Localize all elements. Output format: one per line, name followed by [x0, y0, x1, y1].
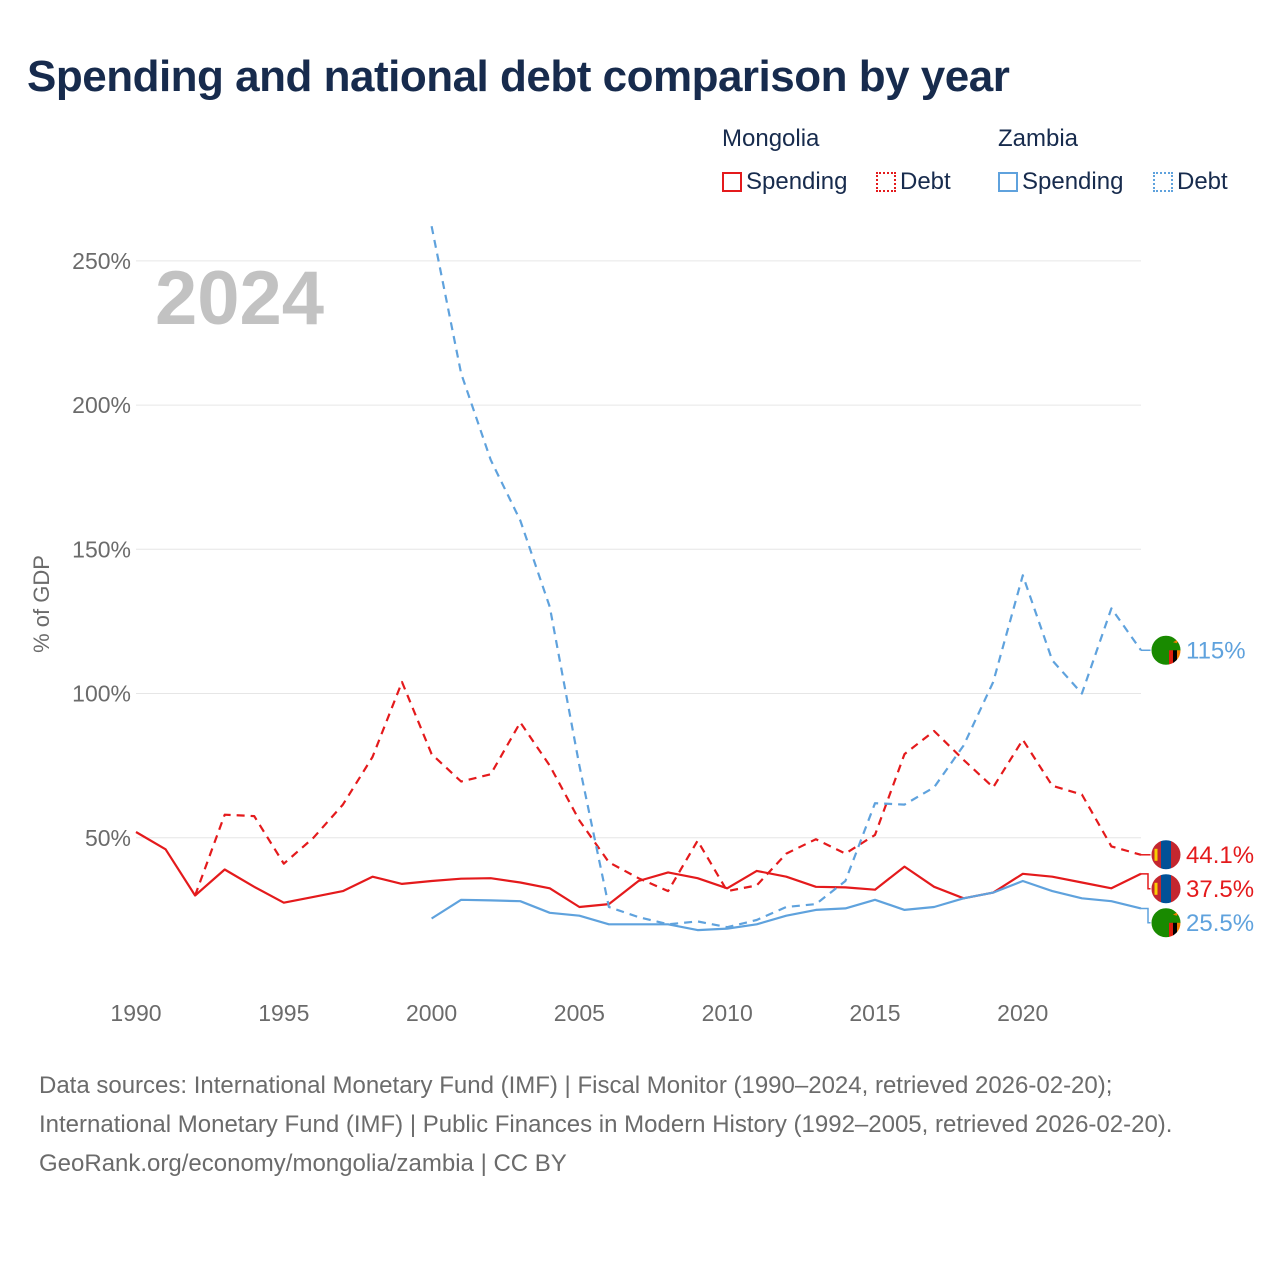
data-sources: Data sources: International Monetary Fun… [39, 1072, 1173, 1138]
legend-item-mongolia-debt[interactable]: Debt [876, 168, 951, 196]
y-tick-label: 50% [85, 825, 131, 851]
legend-swatch-solid [722, 172, 742, 192]
legend-item-mongolia-spending[interactable]: Spending [722, 168, 847, 196]
legend-item-zambia-spending[interactable]: Spending [998, 168, 1123, 196]
y-tick-label: 200% [72, 392, 131, 418]
legend-group-zambia: Zambia [998, 125, 1079, 152]
legend-label: Spending [746, 168, 848, 195]
end-value-label: 44.1% [1186, 842, 1254, 869]
y-axis-label: % of GDP [29, 555, 54, 653]
legend-swatch-dotted [876, 172, 896, 192]
mongolia-flag-icon [1150, 839, 1182, 871]
y-tick-label: 100% [72, 681, 131, 707]
end-value-label: 25.5% [1186, 910, 1254, 937]
legend-label: Spending [1022, 168, 1124, 195]
series-line-zambia-debt[interactable] [430, 225, 1142, 929]
zambia-flag-icon [1150, 634, 1182, 666]
legend-swatch-solid [998, 172, 1018, 192]
footer: Data sources: International Monetary Fun… [39, 1066, 1239, 1183]
x-tick-label: 2015 [849, 1000, 900, 1026]
legend-label: Debt [900, 168, 951, 195]
x-tick-label: 2020 [997, 1000, 1048, 1026]
legend-item-zambia-debt[interactable]: Debt [1153, 168, 1228, 196]
legend-group-mongolia: Mongolia [722, 125, 820, 152]
end-connector [1141, 907, 1152, 924]
x-tick-label: 1995 [258, 1000, 309, 1026]
y-tick-label: 250% [72, 248, 131, 274]
line-chart: 2024 50% 100% 150% 200% 250% 1990 1995 2000 200… [29, 225, 1254, 1026]
x-axis-ticks: 1990 1995 2000 2005 2010 2015 2020 [110, 1000, 1048, 1026]
end-value-label: 37.5% [1186, 876, 1254, 903]
x-tick-label: 1990 [110, 1000, 161, 1026]
year-watermark: 2024 [155, 256, 324, 341]
legend-label: Debt [1177, 168, 1228, 195]
end-connector [1141, 873, 1152, 890]
series-line-mongolia-debt[interactable] [194, 680, 1142, 896]
zambia-flag-icon [1150, 907, 1182, 939]
end-markers: 115% 44.1% 37.5% 25.5% [1141, 634, 1254, 939]
y-axis-ticks: 50% 100% 150% 200% 250% [72, 248, 131, 851]
y-tick-label: 150% [72, 536, 131, 562]
series-lines [135, 225, 1142, 932]
end-value-label: 115% [1186, 637, 1246, 664]
x-tick-label: 2000 [406, 1000, 457, 1026]
x-tick-label: 2005 [554, 1000, 605, 1026]
credit-link[interactable]: GeoRank.org/economy/mongolia/zambia | CC… [39, 1150, 567, 1177]
legend-swatch-dotted [1153, 172, 1173, 192]
gridlines [136, 260, 1141, 839]
x-tick-label: 2010 [702, 1000, 753, 1026]
chart-title: Spending and national debt comparison by… [27, 52, 1010, 101]
series-line-mongolia-spending[interactable] [135, 831, 1142, 909]
mongolia-flag-icon [1150, 873, 1182, 905]
series-line-zambia-spending[interactable] [431, 879, 1142, 932]
